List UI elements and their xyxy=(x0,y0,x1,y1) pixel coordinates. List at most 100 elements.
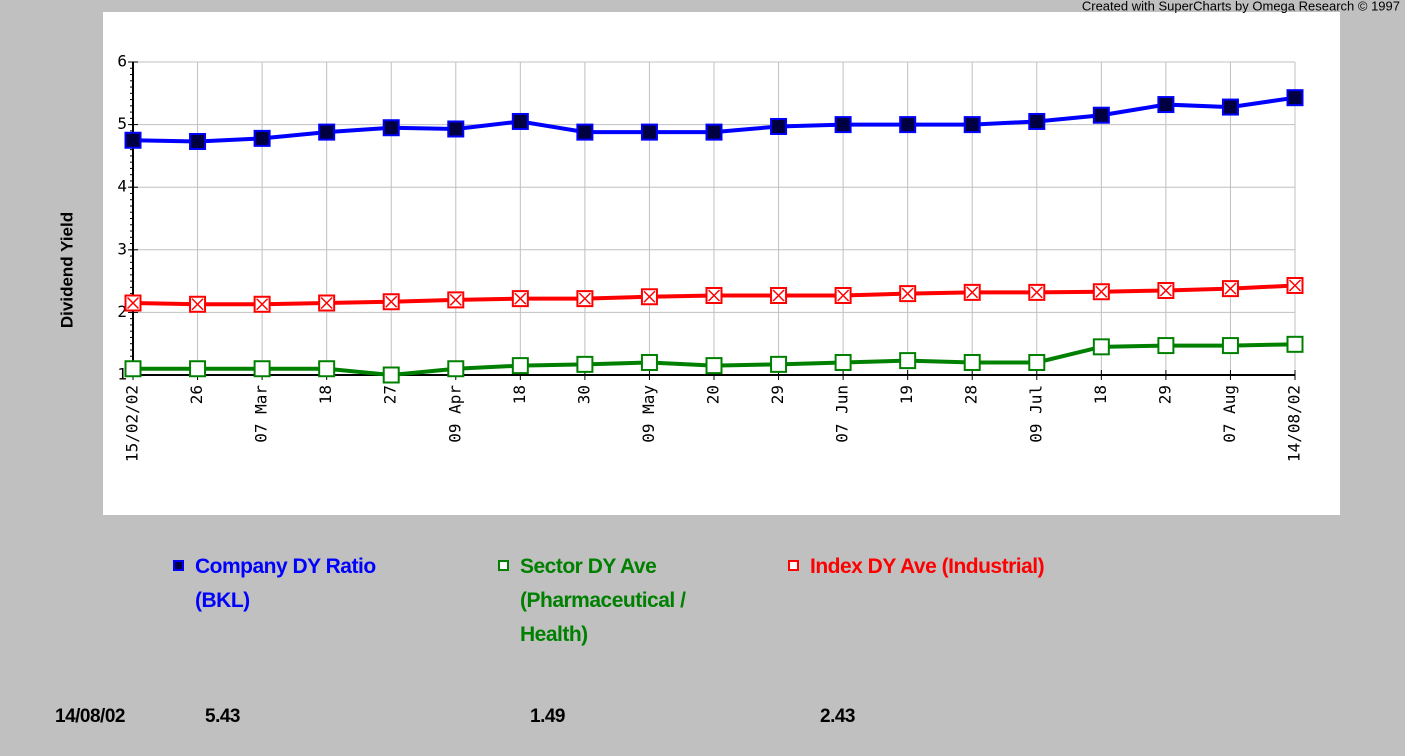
y-tick-label: 5 xyxy=(117,114,127,133)
marker-cross xyxy=(1030,286,1043,299)
marker-box xyxy=(382,119,400,137)
marker-cross xyxy=(643,290,656,303)
marker xyxy=(253,129,271,147)
marker xyxy=(1028,353,1046,371)
marker-cross xyxy=(1159,284,1172,297)
marker xyxy=(447,120,465,138)
footer-value: 5.43 xyxy=(205,706,240,727)
marker xyxy=(640,288,658,306)
marker-box xyxy=(511,112,529,130)
x-tick-label: 27 xyxy=(381,385,400,404)
marker xyxy=(124,360,142,378)
marker-cross xyxy=(578,292,591,305)
marker-cross xyxy=(966,286,979,299)
marker xyxy=(770,286,788,304)
marker-cross xyxy=(191,298,204,311)
marker-cross xyxy=(1288,279,1302,292)
marker-box xyxy=(382,366,400,384)
marker xyxy=(963,283,981,301)
marker-box xyxy=(124,360,142,378)
marker-box xyxy=(963,353,981,371)
footer-value: 1.49 xyxy=(530,706,565,727)
marker-box xyxy=(640,123,658,141)
marker xyxy=(705,357,723,375)
legend-item: Index DY Ave (Industrial) xyxy=(788,550,1150,584)
plot-background xyxy=(103,12,1340,515)
marker xyxy=(447,291,465,309)
legend-marker xyxy=(788,560,799,571)
marker-cross xyxy=(1095,285,1108,298)
marker-cross xyxy=(772,289,785,302)
marker xyxy=(640,123,658,141)
marker-cross xyxy=(320,296,333,310)
footer-value: 2.43 xyxy=(820,706,855,727)
x-tick-label: 29 xyxy=(1155,385,1174,404)
marker-box xyxy=(1028,112,1046,130)
marker xyxy=(640,353,658,371)
marker xyxy=(899,352,917,370)
marker xyxy=(253,295,271,313)
marker-box xyxy=(253,360,271,378)
marker-cross xyxy=(837,289,850,302)
marker xyxy=(1157,281,1175,299)
marker xyxy=(770,117,788,135)
marker-cross xyxy=(901,287,914,300)
marker xyxy=(189,295,207,313)
marker xyxy=(1028,112,1046,130)
marker-box xyxy=(705,357,723,375)
marker xyxy=(511,112,529,130)
marker xyxy=(1092,106,1110,124)
marker-cross xyxy=(707,289,721,302)
marker xyxy=(253,360,271,378)
marker-box xyxy=(834,116,852,134)
x-tick-label: 18 xyxy=(1091,385,1110,404)
x-tick-label: 07 Mar xyxy=(252,385,271,443)
y-tick-label: 3 xyxy=(117,239,127,258)
marker xyxy=(899,285,917,303)
marker xyxy=(318,294,336,312)
marker-box xyxy=(770,355,788,373)
marker-box xyxy=(899,116,917,134)
x-tick-label: 29 xyxy=(768,385,787,404)
marker xyxy=(511,357,529,375)
marker-box xyxy=(318,360,336,378)
marker xyxy=(382,119,400,137)
marker xyxy=(705,286,723,304)
marker xyxy=(1286,276,1304,294)
x-tick-label: 18 xyxy=(510,385,529,404)
x-tick-label: 18 xyxy=(316,385,335,404)
x-tick-label: 14/08/02 xyxy=(1285,385,1304,462)
marker-box xyxy=(1221,98,1239,116)
marker xyxy=(834,116,852,134)
marker-box xyxy=(576,355,594,373)
marker-box xyxy=(1221,337,1239,355)
marker xyxy=(189,360,207,378)
marker xyxy=(1092,283,1110,301)
marker-cross xyxy=(1224,282,1237,295)
marker-box xyxy=(1157,96,1175,114)
marker xyxy=(189,133,207,151)
marker-box xyxy=(1028,353,1046,371)
marker xyxy=(834,353,852,371)
marker-box xyxy=(705,123,723,141)
marker xyxy=(124,131,142,149)
x-tick-label: 09 Jul xyxy=(1026,385,1045,443)
marker-box xyxy=(511,357,529,375)
marker xyxy=(770,355,788,373)
marker xyxy=(382,366,400,384)
marker-box xyxy=(124,131,142,149)
marker-box xyxy=(899,352,917,370)
marker-box xyxy=(1092,338,1110,356)
marker xyxy=(576,355,594,373)
x-tick-label: 07 Aug xyxy=(1220,385,1239,443)
y-axis-label: Dividend Yield xyxy=(57,212,76,328)
footer-date: 14/08/02 xyxy=(55,706,125,727)
x-tick-label: 28 xyxy=(962,385,981,404)
y-tick-label: 4 xyxy=(117,177,127,196)
marker-box xyxy=(189,360,207,378)
marker xyxy=(1286,335,1304,353)
marker-box xyxy=(189,133,207,151)
marker xyxy=(705,123,723,141)
legend-marker xyxy=(173,560,184,571)
legend-item: Sector DY Ave (Pharmaceutical / Health) xyxy=(498,550,735,652)
